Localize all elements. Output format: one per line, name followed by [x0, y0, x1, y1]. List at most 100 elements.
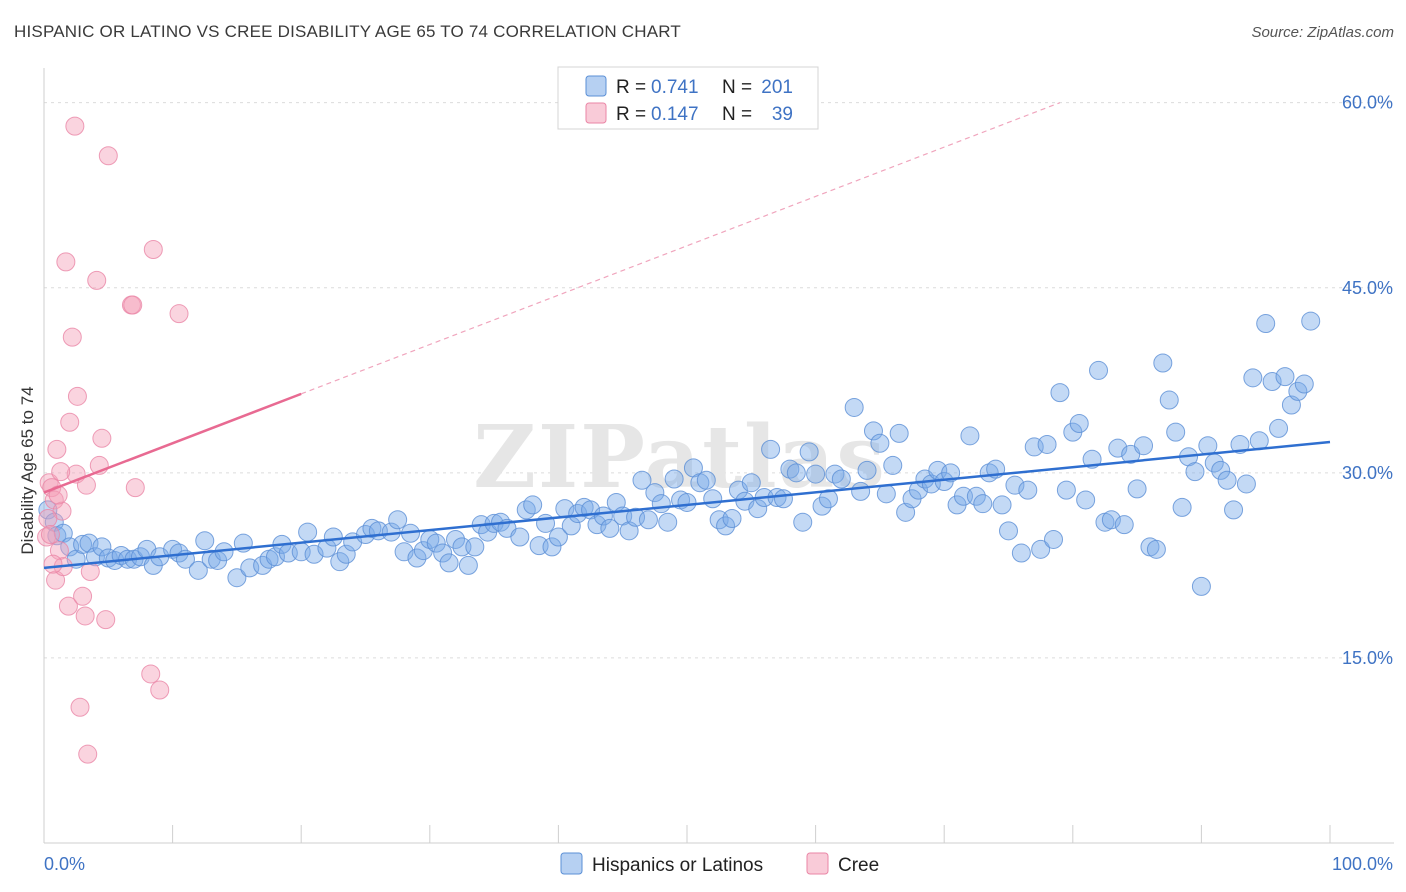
data-point	[1011, 543, 1031, 563]
data-point	[677, 492, 697, 512]
data-point	[542, 537, 562, 557]
data-point	[1037, 434, 1057, 454]
data-point	[92, 537, 112, 557]
data-point	[465, 537, 485, 557]
data-point	[1301, 311, 1321, 331]
data-point	[169, 304, 189, 324]
data-point	[1262, 372, 1282, 392]
legend-n-label: N =	[722, 77, 752, 98]
data-point	[1166, 422, 1186, 442]
legend-n-value: 39	[772, 104, 793, 125]
legend-n-label: N =	[722, 104, 752, 125]
legend-r-label: R =	[616, 77, 646, 98]
data-point	[323, 527, 343, 547]
data-point	[851, 481, 871, 501]
data-point	[1044, 529, 1064, 549]
data-point	[799, 442, 819, 462]
legend-r-value: 0.741	[651, 77, 699, 98]
data-point	[458, 555, 478, 575]
tick-labels: 15.0% 30.0% 45.0% 60.0% 0.0% 100.0% Disability…	[18, 93, 1393, 874]
data-point	[1114, 515, 1134, 535]
data-point	[388, 510, 408, 530]
data-point	[703, 489, 723, 509]
data-point	[1211, 460, 1231, 480]
data-point	[1275, 367, 1295, 387]
x-tick-label: 0.0%	[44, 854, 85, 874]
data-point	[75, 606, 95, 626]
chart-source: Source: ZipAtlas.com	[1251, 24, 1394, 41]
data-point	[1172, 497, 1192, 517]
data-point	[741, 473, 761, 493]
data-point	[1198, 436, 1218, 456]
data-point	[265, 547, 285, 567]
data-point	[65, 116, 85, 136]
data-point	[98, 146, 118, 166]
data-point	[96, 610, 116, 630]
data-point	[1031, 539, 1051, 559]
data-point	[1256, 314, 1276, 334]
data-point	[125, 478, 145, 498]
y-tick-label: 15.0%	[1342, 648, 1393, 668]
data-point	[516, 500, 536, 520]
data-point	[143, 240, 163, 260]
data-point	[863, 421, 883, 441]
data-point	[844, 397, 864, 417]
data-point	[645, 483, 665, 503]
data-point	[876, 484, 896, 504]
data-point	[523, 495, 543, 515]
data-point	[748, 499, 768, 519]
data-point	[70, 697, 90, 717]
data-point	[889, 423, 909, 443]
data-point	[40, 525, 60, 545]
data-point	[1056, 480, 1076, 500]
data-point	[941, 463, 961, 483]
trend-extension-line	[300, 102, 1061, 395]
data-point	[1191, 576, 1211, 596]
trend-layer	[43, 102, 1331, 570]
data-point	[812, 496, 832, 516]
data-point	[825, 464, 845, 484]
axes	[43, 68, 1394, 844]
data-point	[336, 544, 356, 564]
data-point	[1269, 418, 1289, 438]
data-point	[60, 412, 80, 432]
data-point	[600, 518, 620, 538]
data-point	[1134, 436, 1154, 456]
data-point	[1217, 470, 1237, 490]
data-point	[92, 428, 112, 448]
data-point	[426, 533, 446, 553]
data-point	[857, 460, 877, 480]
data-point	[1153, 353, 1173, 373]
data-point	[992, 495, 1012, 515]
data-point	[43, 554, 63, 574]
data-point	[870, 433, 890, 453]
y-tick-label: 30.0%	[1342, 463, 1393, 483]
bottom-legend-label: Hispanics or Latinos	[592, 855, 763, 876]
data-point	[638, 510, 658, 530]
data-point	[979, 463, 999, 483]
data-point	[298, 522, 318, 542]
data-point	[696, 470, 716, 490]
data-point	[1236, 474, 1256, 494]
data-point	[58, 596, 78, 616]
y-tick-label: 45.0%	[1342, 278, 1393, 298]
y-axis-label: Disability Age 65 to 74	[18, 386, 37, 554]
data-point	[62, 327, 82, 347]
data-point	[188, 560, 208, 580]
data-point	[150, 680, 170, 700]
trend-line	[43, 392, 302, 494]
bottom-legend: Hispanics or Latinos Cree	[560, 852, 879, 876]
data-point	[999, 521, 1018, 541]
bottom-legend-swatch	[560, 852, 583, 875]
data-point	[1005, 475, 1025, 495]
data-point	[1294, 374, 1314, 394]
data-point	[831, 469, 851, 489]
data-point	[1159, 390, 1179, 410]
data-point	[227, 568, 247, 588]
data-point	[761, 439, 781, 459]
data-point	[1288, 381, 1308, 401]
data-point	[73, 586, 93, 606]
data-point	[1230, 434, 1250, 454]
data-point	[407, 548, 427, 568]
data-point	[722, 508, 742, 528]
